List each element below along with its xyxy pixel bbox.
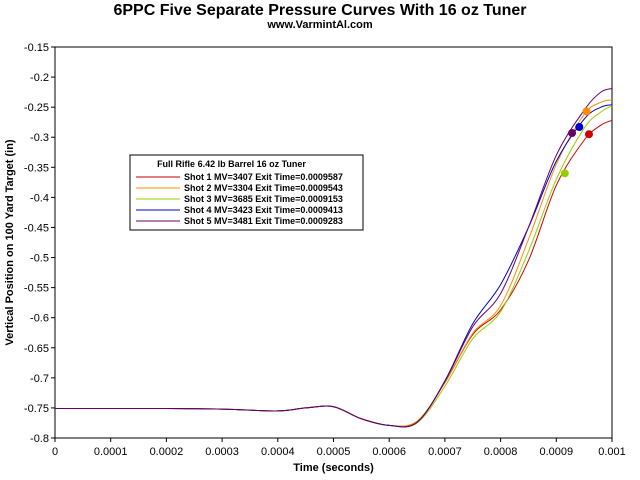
legend: Full Rifle 6.42 lb Barrel 16 oz Tuner Sho… (129, 154, 364, 231)
y-tick-label: -0.7 (30, 373, 49, 385)
x-tick-label: 0.0001 (94, 446, 128, 458)
y-tick-label: -0.6 (30, 313, 49, 325)
y-tick-label: -0.25 (24, 102, 49, 114)
legend-title: Full Rifle 6.42 lb Barrel 16 oz Tuner (157, 159, 306, 169)
chart-subtitle: www.VarmintAl.com (267, 19, 373, 31)
y-tick-label: -0.65 (24, 343, 49, 355)
y-tick-label: -0.3 (30, 132, 49, 144)
y-tick-label: -0.8 (30, 433, 49, 445)
x-tick-label: 0.0005 (317, 446, 351, 458)
x-tick-label: 0.0006 (372, 446, 406, 458)
y-tick-label: -0.55 (24, 283, 49, 295)
x-tick-label: 0.0003 (205, 446, 239, 458)
series-line-shot-3 (55, 105, 613, 428)
legend-entry-shot-1: Shot 1 MV=3407 Exit Time=0.0009587 (184, 172, 343, 182)
x-tick-label: 0.0007 (428, 446, 462, 458)
x-tick-label: 0.0004 (261, 446, 295, 458)
exit-marker-shot-3 (560, 169, 569, 178)
y-axis-label: Vertical Position on 100 Yard Target (in… (4, 139, 16, 346)
plot-frame (54, 46, 613, 439)
y-tick-label: -0.35 (24, 162, 49, 174)
y-tick-label: -0.15 (24, 42, 49, 54)
x-axis-label: Time (seconds) (293, 462, 374, 474)
series-line-shot-5 (55, 88, 613, 428)
series-line-shot-2 (55, 99, 613, 427)
series-line-shot-4 (55, 104, 613, 428)
exit-marker-shot-4 (575, 123, 584, 132)
x-tick-label: 0.0002 (150, 446, 184, 458)
exit-marker-shot-2 (582, 107, 591, 116)
y-tick-label: -0.2 (30, 72, 49, 84)
y-tick-label: -0.5 (30, 253, 49, 265)
y-tick-label: -0.75 (24, 403, 49, 415)
legend-entry-shot-5: Shot 5 MV=3481 Exit Time=0.0009283 (184, 216, 343, 226)
x-tick-label: 0 (52, 446, 58, 458)
x-tick-label: 0.0009 (539, 446, 573, 458)
legend-entry-shot-4: Shot 4 MV=3423 Exit Time=0.0009413 (184, 205, 343, 215)
exit-marker-shot-5 (568, 129, 577, 138)
x-tick-label: 0.0008 (484, 446, 518, 458)
x-tick-label: 0.001 (598, 446, 626, 458)
exit-marker-shot-1 (584, 130, 593, 139)
legend-box (129, 154, 364, 231)
chart-title: 6PPC Five Separate Pressure Curves With … (113, 2, 527, 19)
y-tick-label: -0.4 (30, 192, 49, 204)
legend-entry-shot-3: Shot 3 MV=3685 Exit Time=0.0009153 (184, 194, 343, 204)
y-tick-label: -0.45 (24, 222, 49, 234)
legend-entry-shot-2: Shot 2 MV=3304 Exit Time=0.0009543 (184, 183, 343, 193)
